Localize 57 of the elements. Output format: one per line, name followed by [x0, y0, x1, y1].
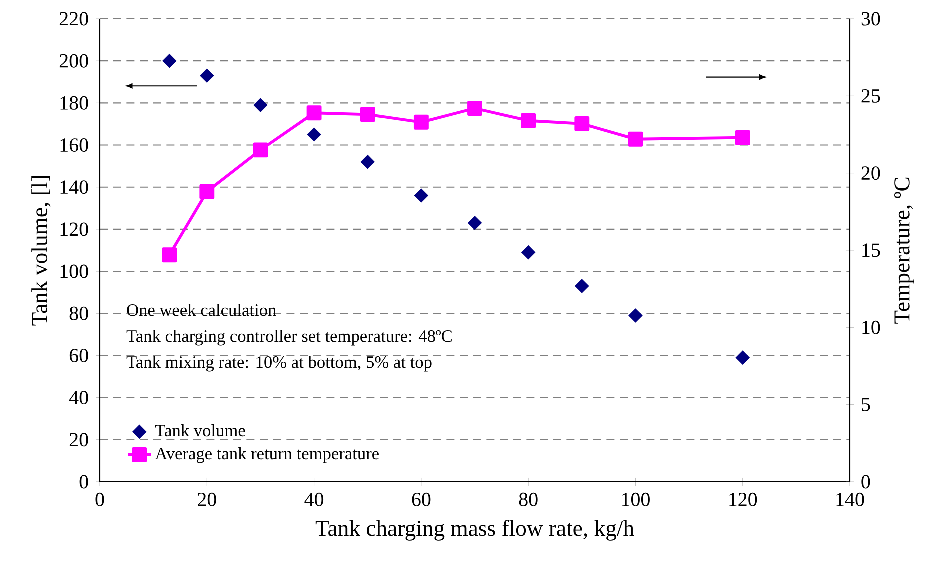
y2-tick-label: 10 [862, 320, 880, 334]
y-tick-label: 60 [70, 348, 88, 362]
point [628, 308, 643, 323]
point [521, 113, 536, 128]
point [306, 106, 322, 121]
x-tick-label: 20 [198, 492, 216, 506]
annotation: Tank charging controller set temperature: 48ºC [126, 330, 452, 346]
point [414, 188, 428, 203]
point [735, 130, 750, 146]
y-tick-label: 0 [80, 475, 88, 489]
y-tick-label: 220 [60, 12, 88, 26]
y-tick-label: 100 [60, 264, 88, 278]
y-axis-title: Tank volume, [l] [32, 176, 51, 326]
point [307, 128, 322, 142]
point [468, 216, 482, 230]
y-tick-label: 180 [60, 96, 88, 110]
y-tick-label: 140 [60, 180, 88, 194]
point [162, 248, 178, 263]
x-tick-label: 60 [412, 492, 431, 506]
y2-tick-label: 25 [862, 89, 880, 103]
point [736, 350, 750, 365]
x-tick-label: 80 [519, 492, 538, 506]
point [253, 142, 268, 158]
point [162, 54, 177, 68]
x-tick-label: 0 [96, 492, 104, 506]
y2-tick-label: 20 [862, 166, 880, 180]
point [360, 107, 376, 122]
point [360, 155, 375, 170]
point [200, 68, 214, 83]
x-axis-title: Tank charging mass flow rate, kg/h [316, 520, 634, 541]
point [200, 184, 215, 200]
y-tick-label: 200 [60, 54, 88, 68]
y2-tick-label: 0 [862, 475, 870, 489]
point [574, 116, 590, 132]
x-tick-label: 120 [730, 492, 758, 506]
y-tick-label: 120 [60, 222, 88, 236]
x-tick-label: 100 [622, 492, 650, 506]
x-tick-label: 140 [836, 492, 864, 506]
point [628, 132, 644, 147]
x-tick-label: 40 [304, 492, 324, 506]
annotation: Tank mixing rate: 10% at bottom, 5% at top [126, 356, 432, 372]
point [522, 246, 536, 260]
y2-tick-label: 15 [862, 244, 880, 258]
y2-tick-label: 30 [862, 12, 880, 26]
legend-label: Tank volume [155, 424, 246, 437]
point [468, 101, 482, 116]
y-tick-label: 40 [69, 391, 88, 405]
point [575, 279, 590, 294]
y-tick-label: 20 [70, 433, 88, 447]
y2-tick-label: 5 [862, 398, 870, 412]
y2-axis-title: Temperature, ºC [894, 178, 914, 324]
point [254, 98, 268, 112]
point [414, 114, 429, 130]
y-tick-label: 160 [60, 138, 88, 152]
annotation: One week calculation [127, 304, 276, 316]
legend-label: Average tank return temperature [155, 447, 379, 464]
y-tick-label: 80 [70, 306, 88, 320]
